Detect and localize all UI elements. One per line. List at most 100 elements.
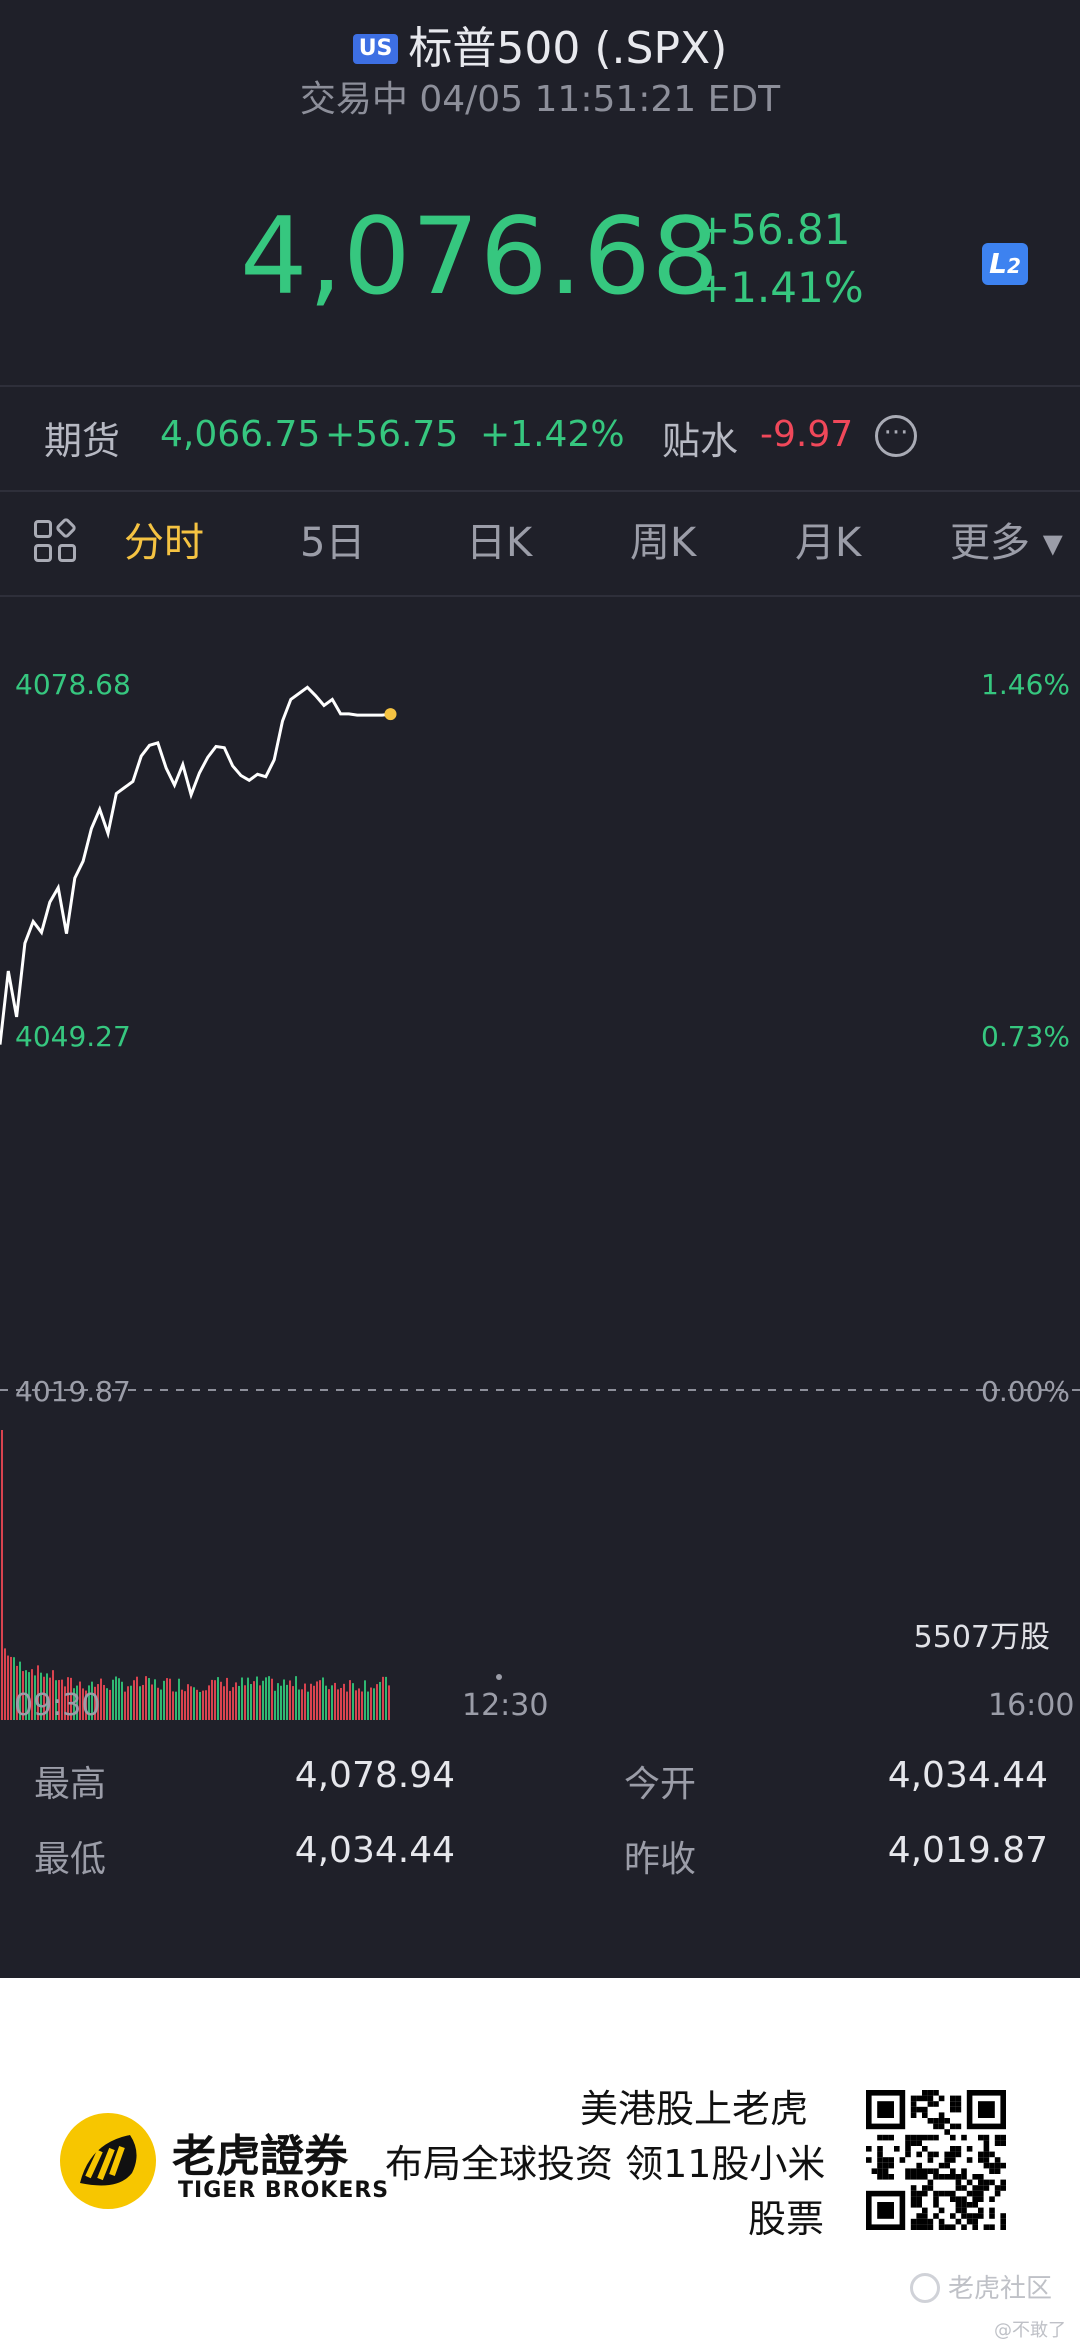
volume-bar	[244, 1685, 246, 1720]
last-price-dot	[384, 708, 397, 721]
volume-bar	[139, 1686, 141, 1720]
volume-bar	[214, 1680, 216, 1720]
basis-value: -9.97	[760, 414, 854, 455]
high-value: 4,078.94	[294, 1755, 455, 1796]
tiger-logo-icon	[60, 2113, 156, 2209]
futures-change-pct: +1.42%	[480, 414, 625, 455]
community-tag: 老虎社区	[910, 2268, 1052, 2305]
tab-daily-k[interactable]: 日K	[466, 520, 533, 566]
futures-label: 期货	[44, 419, 121, 463]
volume-bar	[313, 1685, 315, 1720]
volume-bar	[16, 1665, 18, 1720]
volume-bar	[31, 1669, 33, 1720]
volume-bar	[106, 1688, 108, 1720]
volume-bar	[274, 1690, 276, 1720]
volume-bar	[124, 1691, 126, 1720]
volume-bar	[40, 1672, 42, 1720]
volume-bar	[259, 1685, 261, 1720]
volume-bar	[55, 1680, 57, 1720]
volume-bar	[295, 1676, 297, 1720]
volume-bar	[148, 1678, 150, 1720]
volume-bar	[208, 1685, 210, 1720]
volume-bar	[352, 1683, 354, 1720]
volume-bar	[97, 1684, 99, 1720]
volume-bar	[256, 1676, 258, 1720]
volume-bar	[331, 1685, 333, 1720]
volume-bar	[1, 1430, 3, 1720]
intraday-chart[interactable]	[0, 600, 1080, 1730]
volume-bar	[118, 1678, 120, 1720]
midday-marker-dot	[496, 1674, 502, 1680]
stock-title-row: US 标普500 (.SPX)	[0, 12, 1080, 76]
volume-bar	[79, 1681, 81, 1720]
volume-bar	[19, 1661, 21, 1720]
divider	[0, 385, 1080, 387]
volume-bar	[223, 1686, 225, 1720]
volume-bar	[205, 1690, 207, 1720]
volume-bar	[190, 1686, 192, 1720]
volume-bar	[91, 1681, 93, 1720]
futures-change: +56.75	[325, 414, 459, 455]
more-options-icon[interactable]: ···	[875, 415, 917, 457]
last-price: 4,076.68	[240, 195, 721, 318]
time-start-label: 09:30	[14, 1688, 101, 1723]
y-axis-prevclose-label: 4019.87	[15, 1375, 131, 1408]
volume-bar	[286, 1684, 288, 1720]
futures-row[interactable]: 期货 4,066.75 +56.75 +1.42% 贴水 -9.97 ···	[0, 410, 1080, 470]
volume-bar	[238, 1685, 240, 1720]
tab-weekly-k[interactable]: 周K	[630, 520, 697, 566]
volume-bar	[271, 1678, 273, 1720]
tab-5day[interactable]: 5日	[300, 520, 366, 566]
volume-bar	[166, 1678, 168, 1720]
tab-monthly-k[interactable]: 月K	[795, 520, 862, 566]
volume-bar	[169, 1678, 171, 1720]
volume-bar	[145, 1676, 147, 1720]
volume-bar	[298, 1689, 300, 1720]
volume-bar	[52, 1670, 54, 1720]
divider	[0, 595, 1080, 597]
l2-icon[interactable]: L2	[982, 243, 1028, 285]
watermark: @不敢了	[994, 2320, 1066, 2341]
volume-bar	[76, 1685, 78, 1720]
community-ring-icon	[910, 2273, 940, 2303]
time-mid-label: 12:30	[462, 1688, 549, 1723]
volume-bar	[280, 1685, 282, 1720]
volume-bar	[322, 1677, 324, 1720]
tab-intraday[interactable]: 分时	[124, 520, 204, 566]
volume-bar	[115, 1676, 117, 1720]
volume-bar	[343, 1683, 345, 1720]
qr-code-icon	[866, 2090, 1006, 2230]
volume-bar	[304, 1683, 306, 1720]
volume-bar	[157, 1687, 159, 1720]
volume-bar	[319, 1680, 321, 1720]
volume-bar	[184, 1691, 186, 1720]
l2-label: L	[989, 247, 1007, 280]
volume-bar	[379, 1681, 381, 1720]
tab-more[interactable]: 更多 ▾	[950, 520, 1063, 566]
volume-bar	[373, 1688, 375, 1720]
volume-bar	[241, 1677, 243, 1720]
volume-bar	[289, 1680, 291, 1720]
volume-bar	[358, 1688, 360, 1720]
volume-bar	[73, 1688, 75, 1720]
volume-bar	[64, 1686, 66, 1720]
volume-bar	[121, 1681, 123, 1720]
divider	[0, 490, 1080, 492]
volume-bar	[388, 1685, 390, 1720]
volume-bar	[364, 1680, 366, 1720]
stock-title: 标普500 (.SPX)	[408, 23, 728, 74]
volume-bar	[217, 1677, 219, 1720]
promo-line-2: 布局全球投资 领11股小米	[385, 2142, 826, 2186]
volume-bar	[28, 1672, 30, 1720]
volume-bar	[22, 1671, 24, 1720]
volume-bar	[250, 1684, 252, 1720]
volume-bar	[163, 1680, 165, 1720]
volume-bar	[262, 1680, 264, 1720]
quote-header: US 标普500 (.SPX) 交易中 04/05 11:51:21 EDT 4,…	[0, 0, 1080, 385]
volume-bar	[376, 1684, 378, 1720]
y-axis-mid-label: 4049.27	[15, 1020, 131, 1053]
layout-grid-icon[interactable]	[34, 516, 80, 566]
volume-bar	[58, 1680, 60, 1720]
volume-bar	[25, 1670, 27, 1720]
volume-bar	[367, 1691, 369, 1720]
